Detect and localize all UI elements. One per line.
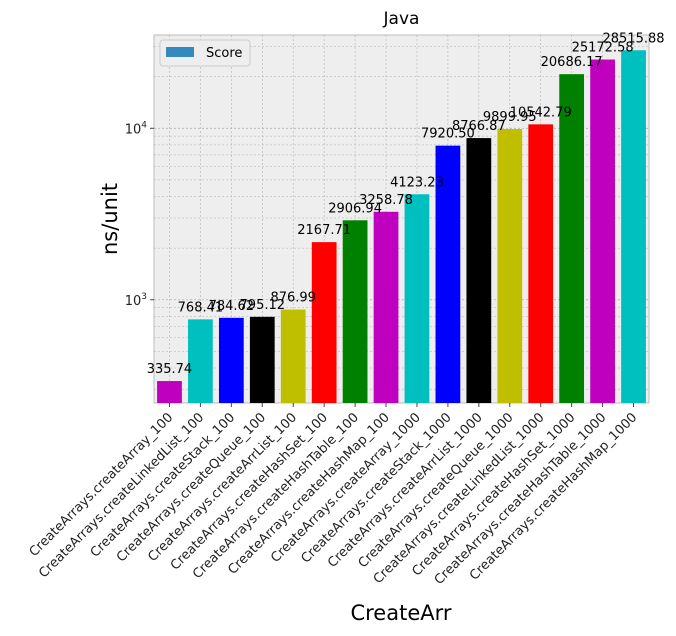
y-axis-ticks: 103 104 (125, 120, 154, 309)
bar (280, 309, 306, 403)
bar-value-label: 7920.50 (421, 127, 475, 142)
legend: Score (159, 39, 251, 67)
bar-value-label: 20686.17 (541, 55, 603, 70)
bar (466, 138, 492, 403)
chart-title: Java (383, 9, 420, 29)
bar (497, 129, 523, 404)
bar-value-label: 9899.95 (483, 110, 537, 125)
bar (218, 317, 244, 403)
bars (157, 50, 646, 404)
bar-value-label: 2906.94 (328, 201, 382, 216)
bar-value-label: 28515.88 (603, 31, 665, 46)
bar-value-label: 25172.58 (572, 41, 634, 56)
bar-value-label: 3258.78 (359, 193, 413, 208)
bar (435, 145, 461, 404)
bar-value-label: 784.62 (209, 299, 255, 314)
bar-value-label: 768.41 (178, 300, 224, 315)
bar (342, 220, 368, 403)
bar-value-label: 8766.87 (452, 119, 506, 134)
bar (621, 50, 646, 404)
bar (404, 194, 430, 403)
bar (311, 242, 337, 403)
bar-value-label: 876.99 (270, 291, 316, 306)
bar-value-label: 795.12 (240, 298, 286, 313)
legend-swatch (166, 47, 194, 57)
bar (373, 211, 399, 403)
y-tick-label: 104 (125, 120, 148, 137)
bar-value-label: 4123.23 (390, 175, 444, 190)
bar (528, 124, 554, 403)
bar (590, 59, 615, 404)
bar-value-label: 335.74 (147, 362, 193, 377)
y-axis-label: ns/unit (98, 183, 122, 255)
legend-box (159, 39, 251, 67)
x-axis-label: CreateArr (350, 601, 451, 625)
bar-value-label: 2167.71 (297, 223, 351, 238)
bar-value-label: 10542.79 (510, 105, 572, 120)
x-axis-ticks: CreateArrays.createArray_100CreateArrays… (27, 403, 640, 588)
legend-entry-score: Score (206, 46, 242, 61)
bar (559, 74, 585, 403)
bar (249, 316, 275, 403)
bar (188, 319, 213, 403)
bar (157, 381, 182, 403)
y-tick-label: 103 (125, 292, 147, 309)
